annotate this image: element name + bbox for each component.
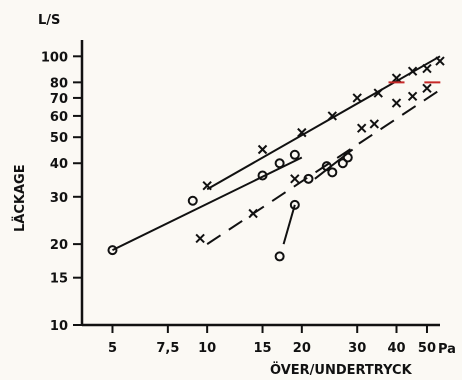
circle-data-point [337, 158, 348, 169]
y-tick-label: 100 [41, 50, 68, 65]
cross-data-point [435, 56, 445, 66]
y-tick-label: 40 [50, 157, 68, 172]
circle-data-point [289, 199, 300, 210]
x-tick-label: 7,5 [156, 341, 179, 356]
cross-data-point [290, 174, 300, 184]
cross-stroke [369, 119, 380, 129]
cross-data-point [248, 208, 258, 219]
circle-data-point [187, 195, 198, 206]
cross-data-point [327, 111, 338, 121]
circle-data-point [321, 161, 332, 172]
cross-stroke [407, 91, 418, 101]
cross-data-point [195, 233, 205, 244]
cross-stroke [391, 98, 402, 108]
cross-stroke [391, 73, 402, 83]
cross-data-point [407, 91, 418, 101]
cross-stroke [202, 180, 212, 191]
cross-stroke [195, 233, 205, 244]
circle-data-point [257, 170, 268, 181]
cross-stroke [435, 56, 445, 66]
circle-data-point [327, 167, 338, 178]
cross-data-point [407, 66, 418, 76]
circle-data-point [274, 158, 285, 169]
y-tick-label: 15 [50, 272, 68, 287]
x-tick-label: 20 [293, 341, 311, 356]
cross-data-point [257, 144, 268, 155]
axes [80, 40, 440, 327]
cross-stroke [248, 208, 258, 219]
cross-data-point [422, 63, 432, 74]
cross-data-point [391, 98, 402, 108]
solid-fit-line [206, 55, 441, 191]
x-tick-label: 40 [387, 341, 405, 356]
x-tick-label: 15 [253, 341, 271, 356]
solid-fit-line [282, 204, 296, 245]
cross-stroke [257, 144, 268, 155]
circle-data-point [342, 152, 353, 163]
cross-stroke [373, 88, 383, 98]
cross-stroke [297, 127, 307, 138]
circle-data-point [274, 251, 285, 262]
y-unit-label: L/S [38, 13, 60, 28]
fit-lines [112, 55, 441, 251]
cross-data-point [391, 73, 402, 83]
circle-data-point [289, 149, 300, 160]
cross-stroke [327, 111, 338, 121]
cross-stroke [422, 63, 432, 74]
x-tick-label: 5 [108, 341, 117, 356]
cross-data-point [202, 180, 212, 191]
cross-data-point [352, 93, 362, 103]
cross-data-point [356, 123, 367, 133]
x-ticks: 5 7,5 10 15 20 30 40 50 [108, 325, 436, 356]
circle-data-point [107, 245, 118, 256]
x-tick-label: 50 [418, 341, 436, 356]
x-unit-label: Pa [438, 342, 456, 357]
cross-stroke [290, 174, 300, 184]
cross-stroke [352, 93, 362, 103]
cross-data-point [369, 119, 380, 129]
cross-data-point [422, 83, 432, 94]
x-tick-label: 10 [198, 341, 216, 356]
y-tick-label: 10 [50, 319, 68, 334]
y-tick-label: 50 [50, 131, 68, 146]
x-tick-label: 30 [348, 341, 366, 356]
y-tick-label: 70 [50, 92, 68, 107]
circle-data-point [303, 173, 314, 184]
y-tick-label: 30 [50, 191, 68, 206]
solid-fit-line [112, 156, 303, 251]
cross-stroke [422, 83, 432, 94]
y-tick-label: 20 [50, 238, 68, 253]
y-tick-label: 80 [50, 76, 68, 91]
data-marks [107, 56, 445, 262]
y-axis-title: LÄCKAGE [12, 164, 28, 232]
cross-stroke [356, 123, 367, 133]
x-axis-title: ÖVER/UNDERTRYCK [270, 362, 413, 378]
y-tick-label: 60 [50, 110, 68, 125]
cross-stroke [407, 66, 418, 76]
cross-data-point [373, 88, 383, 98]
cross-data-point [297, 127, 307, 138]
